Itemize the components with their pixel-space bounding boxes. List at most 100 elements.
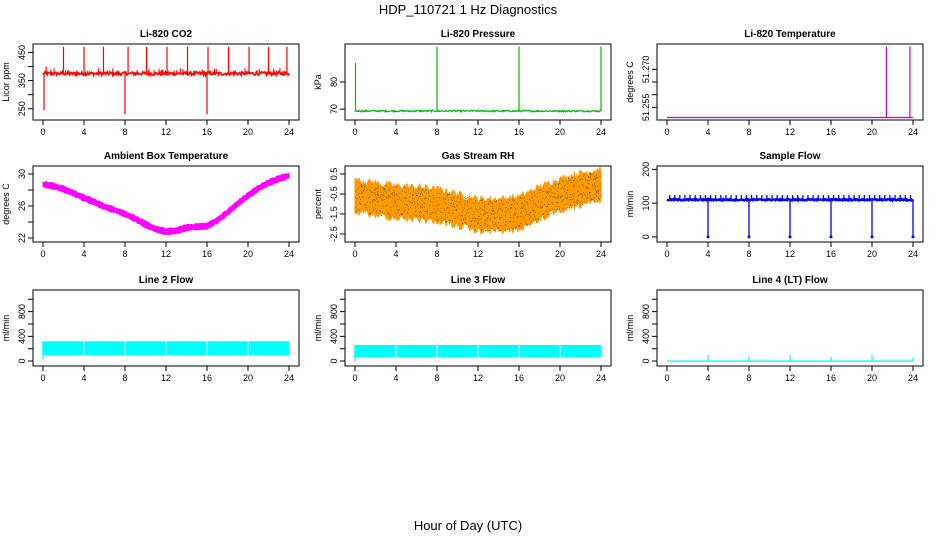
noise-dot: [410, 207, 412, 209]
y-tick-label: 0: [641, 234, 651, 239]
noise-dot: [567, 195, 569, 197]
noise-dot: [570, 179, 572, 181]
noise-dot: [453, 197, 454, 199]
noise-dot: [575, 204, 576, 206]
series-pressure: [354, 46, 602, 114]
noise-dot: [489, 199, 491, 201]
noise-dot: [428, 216, 430, 218]
noise-dot: [525, 221, 527, 223]
noise-dot: [598, 190, 600, 191]
noise-dot: [464, 217, 466, 218]
noise-dot: [450, 220, 451, 222]
noise-dot: [390, 193, 392, 195]
noise-dot: [590, 173, 591, 174]
y-tick-label: 800: [17, 304, 27, 319]
noise-dot: [420, 206, 421, 208]
noise-dot: [471, 207, 473, 208]
noise-dot: [378, 197, 380, 198]
noise-dot: [453, 203, 454, 205]
noise-dot: [487, 218, 489, 220]
noise-dot: [372, 201, 374, 203]
x-tick-label: 24: [284, 373, 294, 383]
noise-dot: [379, 188, 381, 190]
noise-dot: [587, 200, 589, 202]
noise-dot: [422, 204, 424, 206]
noise-dot: [384, 189, 386, 191]
noise-dot: [523, 197, 524, 199]
noise-dot: [573, 186, 574, 188]
noise-dot: [462, 210, 464, 212]
noise-dot: [557, 202, 559, 204]
noise-dot: [406, 204, 408, 205]
x-tick-label: 20: [555, 127, 565, 137]
noise-dot: [407, 212, 409, 214]
noise-dot: [515, 227, 517, 228]
y-axis-label: percent: [313, 188, 323, 219]
noise-dot: [409, 196, 411, 198]
noise-dot: [588, 177, 590, 179]
noise-dot: [396, 209, 398, 211]
noise-dot: [419, 196, 421, 197]
noise-dot: [361, 184, 362, 185]
noise-dot: [373, 189, 375, 191]
noise-dot: [394, 192, 395, 194]
noise-dot: [443, 208, 445, 210]
y-tick-label: 100: [641, 196, 651, 211]
noise-dot: [433, 212, 435, 213]
noise-dot: [419, 216, 421, 217]
noise-dot: [576, 199, 578, 201]
noise-dot: [557, 195, 559, 197]
noise-dot: [478, 208, 480, 210]
noise-dot: [573, 195, 574, 196]
noise-dot: [364, 186, 366, 188]
noise-dot: [449, 222, 451, 223]
noise-dot: [446, 221, 447, 223]
series-box-t: [42, 172, 290, 236]
noise-dot: [382, 188, 384, 190]
noise-dot: [599, 199, 600, 200]
noise-dot: [428, 191, 429, 193]
noise-dot: [529, 216, 531, 218]
noise-dot: [514, 203, 516, 205]
noise-dot: [445, 203, 447, 205]
noise-dot: [465, 199, 466, 201]
x-tick-label: 12: [473, 373, 483, 383]
y-tick-label: 400: [641, 329, 651, 344]
noise-dot: [564, 189, 566, 191]
panel-1: Li-820 CO2 Licor ppm 0 4 8 12 16 20 24 250 350 450: [1, 29, 300, 137]
noise-dot: [454, 218, 456, 219]
noise-dot: [528, 215, 530, 216]
noise-dot: [502, 202, 504, 204]
x-tick-label: 16: [826, 127, 836, 137]
noise-dot: [394, 194, 396, 196]
noise-dot: [439, 193, 441, 194]
noise-dot: [519, 226, 521, 228]
noise-dot: [565, 193, 567, 195]
noise-dot: [463, 219, 464, 220]
noise-dot: [356, 198, 358, 199]
x-tick-label: 12: [785, 373, 795, 383]
y-tick-label: 0: [641, 359, 651, 364]
noise-dot: [597, 177, 598, 178]
noise-dot: [551, 203, 553, 205]
noise-dot: [387, 194, 389, 196]
noise-dot: [386, 204, 388, 206]
noise-dot: [460, 199, 462, 200]
noise-dot: [377, 191, 379, 193]
noise-dot: [550, 196, 551, 198]
x-tick-label: 16: [826, 249, 836, 259]
noise-dot: [488, 230, 490, 231]
noise-dot: [520, 215, 521, 217]
noise-dot: [448, 220, 450, 221]
noise-dot: [508, 208, 509, 210]
noise-dot: [470, 225, 471, 227]
noise-dot: [556, 209, 557, 211]
noise-dot: [486, 220, 488, 222]
noise-dot: [431, 212, 433, 214]
noise-dot: [525, 209, 526, 210]
noise-dot: [595, 194, 597, 196]
noise-dot: [533, 210, 535, 212]
noise-dot: [515, 226, 517, 228]
noise-dot: [394, 213, 396, 215]
noise-dot: [566, 192, 568, 194]
